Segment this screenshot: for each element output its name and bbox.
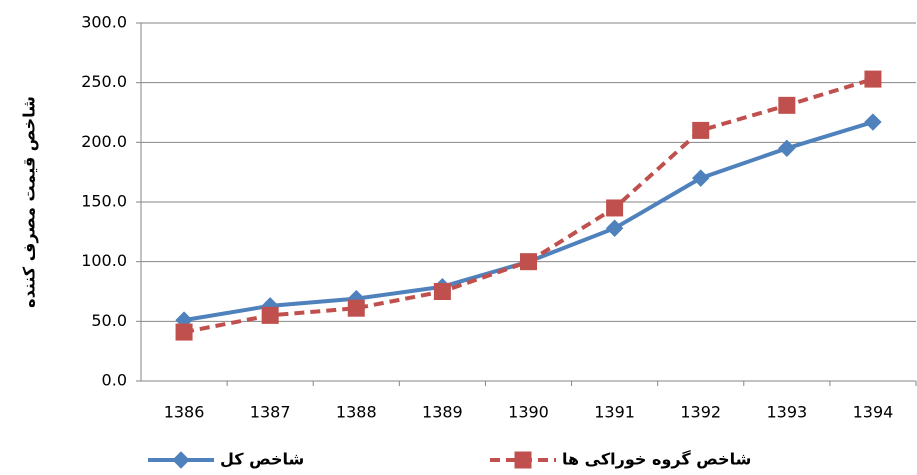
y-tick-label: 50.0 [91, 311, 127, 330]
x-tick-label: 1391 [594, 403, 635, 422]
legend-label: شاخص کل [220, 450, 304, 469]
data-point [433, 283, 451, 300]
y-tick-label: 300.0 [81, 13, 127, 32]
data-point [347, 299, 365, 317]
data-point [692, 121, 710, 139]
x-tick-label: 1393 [766, 403, 807, 422]
x-tick-label: 1388 [336, 403, 377, 422]
data-point [778, 96, 796, 114]
series-line [183, 77, 874, 335]
x-tick-label: 1394 [853, 403, 894, 422]
data-point [692, 169, 710, 187]
y-tick-label: 0.0 [102, 371, 127, 390]
data-point [864, 113, 882, 131]
data-point [605, 219, 624, 237]
legend-label: شاخص گروه خوراکی ها [562, 450, 751, 469]
x-tick-label: 1386 [164, 403, 205, 422]
legend-marker [172, 451, 190, 469]
data-point [778, 139, 796, 158]
y-tick-label: 150.0 [81, 192, 127, 211]
data-point [520, 253, 537, 271]
y-tick-label: 250.0 [81, 72, 127, 91]
y-axis-label: شاخص قیمت مصرف کننده [20, 96, 39, 308]
data-point [864, 70, 882, 88]
data-point [261, 306, 279, 324]
x-tick-label: 1390 [508, 403, 549, 422]
y-tick-label: 100.0 [81, 251, 127, 270]
data-point [606, 199, 624, 217]
x-tick-label: 1387 [250, 403, 291, 422]
y-tick-label: 200.0 [81, 132, 127, 151]
x-tick-label: 1389 [422, 403, 463, 422]
x-tick-label: 1392 [680, 403, 721, 422]
data-point [175, 323, 193, 341]
legend-marker [514, 451, 532, 469]
series-line [183, 120, 874, 323]
